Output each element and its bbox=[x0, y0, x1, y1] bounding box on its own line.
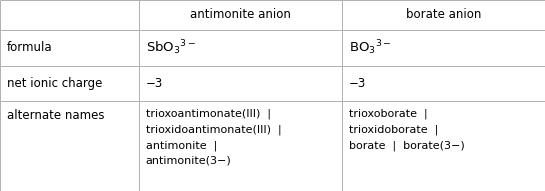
Text: trioxoborate  |
trioxidoborate  |
borate  |  borate(3−): trioxoborate | trioxidoborate | borate |… bbox=[349, 109, 464, 151]
Text: −3: −3 bbox=[146, 77, 163, 90]
Text: alternate names: alternate names bbox=[7, 109, 104, 122]
Text: borate anion: borate anion bbox=[406, 8, 481, 21]
Text: antimonite anion: antimonite anion bbox=[190, 8, 291, 21]
Text: SbO$_3$$^{3-}$: SbO$_3$$^{3-}$ bbox=[146, 38, 196, 57]
Text: trioxoantimonate(III)  |
trioxidoantimonate(III)  |
antimonite  |
antimonite(3−): trioxoantimonate(III) | trioxidoantimona… bbox=[146, 109, 281, 166]
Text: net ionic charge: net ionic charge bbox=[7, 77, 102, 90]
Text: −3: −3 bbox=[349, 77, 366, 90]
Text: formula: formula bbox=[7, 41, 52, 54]
Text: BO$_3$$^{3-}$: BO$_3$$^{3-}$ bbox=[349, 38, 391, 57]
